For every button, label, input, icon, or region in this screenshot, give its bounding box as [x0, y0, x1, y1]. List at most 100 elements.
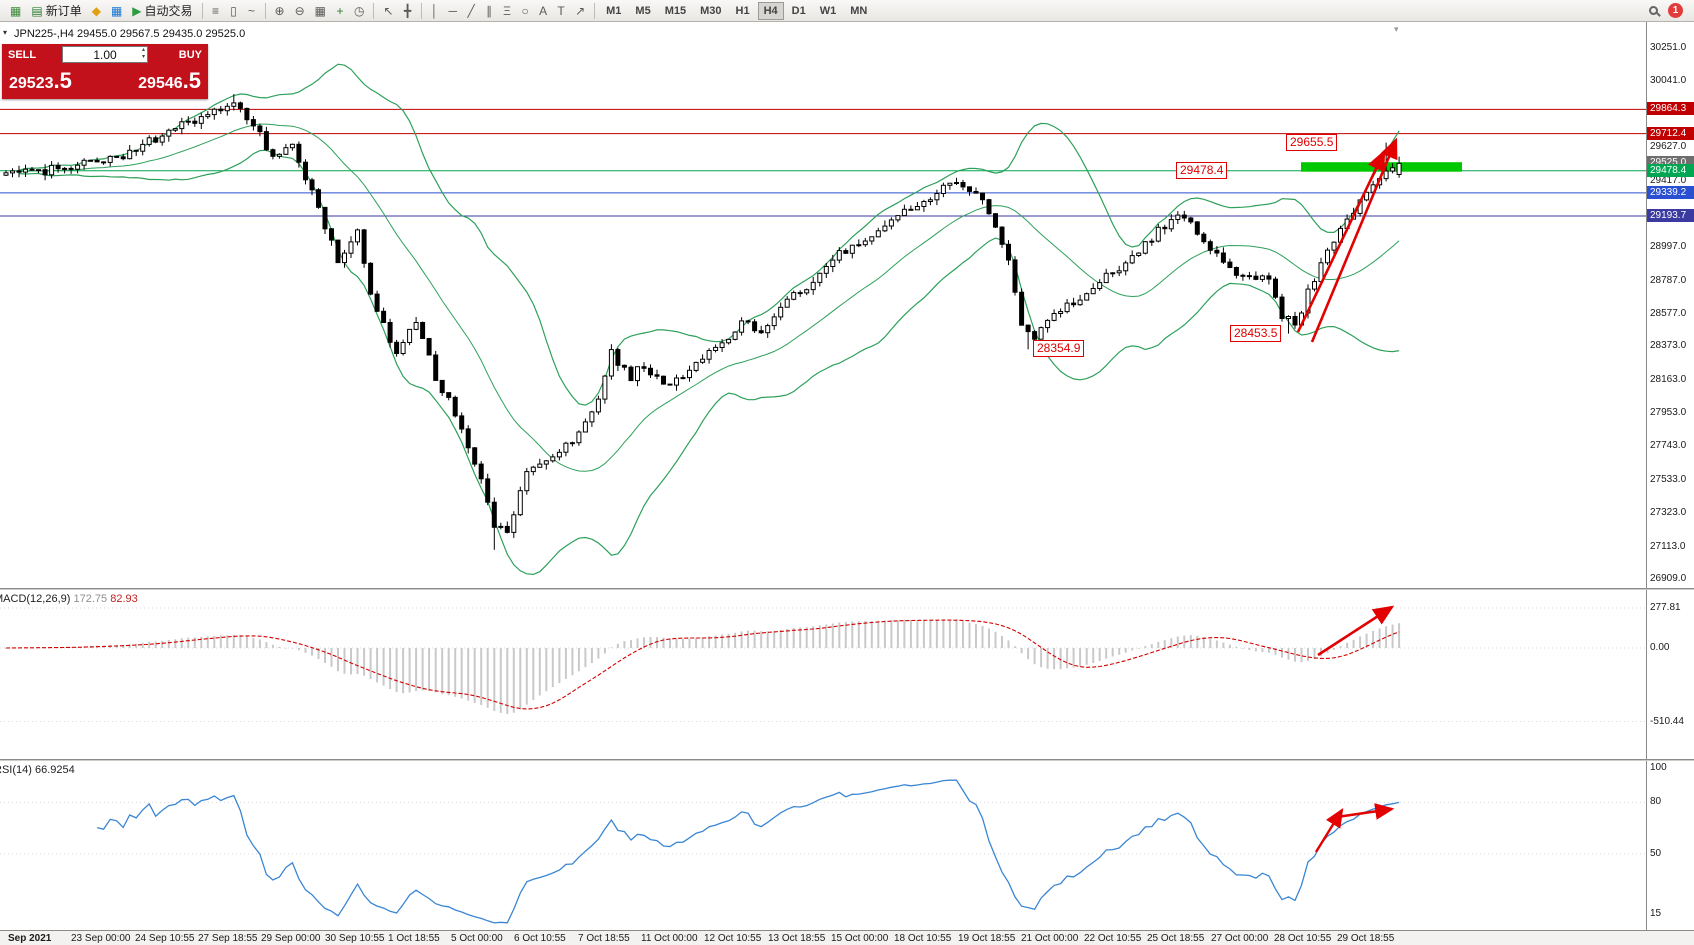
time-axis-label: 24 Sep 10:55 [135, 933, 195, 944]
rsi-chart [0, 779, 1646, 924]
price-tag: 29339.2 [1647, 186, 1694, 199]
new-order-glyph: ▤ [31, 3, 43, 18]
rsi-axis-label: 15 [1650, 908, 1662, 919]
candlestick-chart[interactable] [0, 22, 1646, 588]
macd-axis-label: 277.81 [1650, 602, 1681, 613]
price-annotation-label[interactable]: 29655.5 [1286, 134, 1338, 151]
price-annotation-label[interactable]: 28354.9 [1033, 340, 1085, 357]
label-button[interactable]: T [553, 2, 569, 20]
crosshair-button[interactable]: ╋ [400, 2, 416, 20]
zoom-out-button[interactable]: ⊖ [291, 2, 309, 20]
time-axis-label: 12 Oct 10:55 [704, 933, 762, 944]
trendline-glyph: ╱ [467, 3, 475, 18]
timeframe-m1-button[interactable]: M1 [606, 4, 622, 17]
time-axis-label: 29 Oct 18:55 [1337, 933, 1395, 944]
volume-stepper[interactable]: ▴ ▾ [141, 47, 145, 60]
time-axis-label: 15 Oct 00:00 [831, 933, 889, 944]
buy-price[interactable]: 29546.5 [138, 68, 201, 94]
timeframe-d1-button[interactable]: D1 [791, 4, 806, 17]
price-axis[interactable]: 30251.0 30041.0 29627.0 29417.0 28997.0 28787… [1646, 22, 1694, 930]
arrows-tool-button[interactable]: ↗ [571, 2, 589, 20]
timeframe-w1-button[interactable]: W1 [819, 4, 837, 17]
time-axis-label: 19 Oct 18:55 [958, 933, 1016, 944]
trendline-button[interactable]: ╱ [463, 2, 479, 20]
candlestick-chart-button[interactable]: ▯ [226, 2, 242, 20]
tile-windows-glyph: ▦ [314, 3, 326, 18]
crosshair-glyph: ╋ [403, 3, 412, 18]
trend-arrow[interactable] [1310, 137, 1398, 343]
horizontal-level-lines[interactable] [0, 108, 1646, 217]
macd-panel[interactable]: MACD(12,26,9) 172.75 82.93 [0, 591, 1646, 759]
new-order-button-label: 新订单 [45, 4, 82, 18]
timeframe-m15-button[interactable]: M15 [664, 4, 687, 17]
price-tag: 29478.4 [1647, 164, 1694, 177]
trend-arrow[interactable] [1296, 149, 1386, 333]
rsi-name: RSI(14) [0, 764, 32, 776]
panel-separator[interactable] [0, 759, 1694, 761]
price-axis-label: 27953.0 [1650, 407, 1687, 418]
search-icon[interactable] [1649, 6, 1658, 15]
indicators-button[interactable]: + [332, 2, 348, 20]
buy-button[interactable]: BUY [178, 48, 202, 61]
period-button[interactable]: ◷ [350, 2, 368, 20]
timeframe-m30-button[interactable]: M30 [700, 4, 722, 17]
trend-arrow[interactable] [1336, 803, 1395, 820]
price-annotation-label[interactable]: 28453.5 [1230, 325, 1282, 342]
panel-separator[interactable] [0, 588, 1694, 590]
timeframe-h1-button[interactable]: H1 [735, 4, 750, 17]
price-axis-label: 28787.0 [1650, 275, 1687, 286]
trend-arrow[interactable] [1317, 605, 1395, 657]
guide-book-icon[interactable]: ◆ [88, 2, 105, 20]
rsi-panel[interactable]: RSI(14) 66.9254 [0, 762, 1646, 930]
notification-badge[interactable]: 1 [1668, 3, 1683, 18]
rsi-axis-label: 80 [1650, 796, 1662, 807]
time-axis[interactable]: Sep 2021 23 Sep 00:00 24 Sep 10:55 27 Sep 1… [0, 930, 1694, 945]
timeframe-h4-button[interactable]: H4 [757, 1, 784, 20]
fibonacci-glyph: Ξ [503, 3, 511, 18]
price-annotation-label[interactable]: 29478.4 [1176, 162, 1228, 179]
cursor-button[interactable]: ↖ [379, 2, 397, 20]
chart-shift-marker[interactable]: ▾ [1394, 24, 1399, 34]
indicators-glyph: + [336, 3, 344, 18]
sell-price[interactable]: 29523.5 [9, 68, 72, 94]
channel-glyph: ∥ [486, 3, 493, 18]
time-axis-label: 1 Oct 18:55 [388, 933, 440, 944]
toolbar-main-group: ▦ ▤ 新订单 ◆ ▦ ▶ 自动交易 ≡ ▯ ~ ⊕ ⊖ ▦ + ◷ ↖ ╋ │ ─ ╱ ∥ Ξ ○ A T ↗ [5, 2, 599, 20]
timeframe-m5-button[interactable]: M5 [635, 4, 651, 17]
sell-button[interactable]: SELL [8, 48, 37, 61]
ellipse-button[interactable]: ○ [517, 2, 533, 20]
price-axis-label: 27743.0 [1650, 440, 1687, 451]
label-glyph: T [557, 3, 565, 18]
sell-price-main: 29523 [9, 75, 54, 92]
new-order-button[interactable]: ▤ 新订单 [27, 2, 85, 20]
line-chart-button[interactable]: ~ [244, 2, 260, 20]
vertical-line-glyph: │ [430, 3, 439, 18]
auto-trading-glyph: ▶ [132, 3, 142, 18]
timeframe-group: M1 M5 M15 M30 H1 H4 D1 W1 MN [599, 1, 874, 20]
line-chart-glyph: ~ [248, 3, 256, 18]
ellipse-glyph: ○ [521, 3, 529, 18]
text-button[interactable]: A [535, 2, 551, 20]
vertical-line-button[interactable]: │ [427, 2, 443, 20]
main-chart-panel[interactable]: ▾ JPN225-,H4 29455.0 29567.5 29435.0 295… [0, 22, 1646, 588]
bar-chart-button[interactable]: ≡ [208, 2, 224, 20]
auto-trading-button[interactable]: ▶ 自动交易 [128, 2, 196, 20]
tile-windows-button[interactable]: ▦ [311, 2, 330, 20]
horizontal-line-button[interactable]: ─ [445, 2, 462, 20]
horizontal-line-glyph: ─ [448, 3, 458, 18]
volume-input[interactable]: 1.00 ▴ ▾ [62, 46, 148, 63]
market-icon[interactable]: ▦ [107, 2, 126, 20]
text-glyph: A [539, 3, 548, 18]
app-icon-glyph: ▦ [10, 3, 22, 18]
timeframe-mn-button[interactable]: MN [850, 4, 868, 17]
fibonacci-button[interactable]: Ξ [499, 2, 515, 20]
macd-chart [0, 605, 1646, 722]
trade-panel-collapse-icon[interactable]: ▾ [3, 28, 8, 37]
macd-signal-line [5, 619, 1400, 710]
channel-button[interactable]: ∥ [481, 2, 497, 20]
zoom-in-button[interactable]: ⊕ [271, 2, 289, 20]
rsi-axis-label: 50 [1650, 848, 1662, 859]
highlight-rectangle[interactable] [1301, 162, 1462, 172]
rsi-label: RSI(14) 66.9254 [0, 764, 75, 776]
